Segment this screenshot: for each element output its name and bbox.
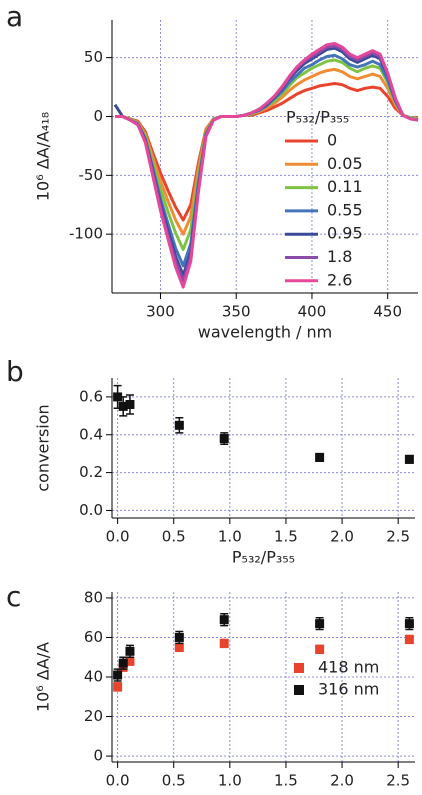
legend-title: P₅₃₂/P₃₅₅ xyxy=(286,108,349,127)
marker xyxy=(125,646,135,656)
legend-label: 0.05 xyxy=(327,154,363,173)
marker xyxy=(118,658,128,668)
x-axis-title: P₅₃₂/P₃₅₅ xyxy=(232,548,295,567)
marker xyxy=(113,670,123,680)
legend-label: 316 nm xyxy=(318,680,379,699)
legend-label: 0 xyxy=(327,131,337,150)
y-tick-label: 40 xyxy=(84,668,103,686)
x-tick-label: 1.5 xyxy=(274,528,298,546)
marker xyxy=(404,619,414,629)
y-tick-label: -50 xyxy=(79,166,104,184)
x-tick-label: 0.0 xyxy=(106,528,130,546)
marker xyxy=(125,399,135,409)
legend-label: 0.11 xyxy=(327,177,363,196)
x-tick-label: 2.5 xyxy=(386,528,410,546)
y-axis-title: 10⁶ ΔA/A₄₁₈ xyxy=(34,112,53,201)
x-tick-label: 0.5 xyxy=(162,772,186,790)
marker xyxy=(174,420,184,430)
y-tick-label: 0 xyxy=(93,747,103,765)
y-tick-label: 60 xyxy=(84,628,103,646)
legend-label: 418 nm xyxy=(318,658,379,677)
x-tick-label: 400 xyxy=(298,303,327,321)
legend-label: 1.8 xyxy=(327,247,352,266)
x-tick-label: 300 xyxy=(146,303,175,321)
x-axis-title: wavelength / nm xyxy=(198,323,333,342)
marker xyxy=(219,434,229,444)
panel-label: a xyxy=(6,0,23,33)
legend-swatch xyxy=(294,685,304,695)
y-tick-label: 0.0 xyxy=(79,501,103,519)
legend-swatch xyxy=(294,663,304,673)
x-tick-label: 0.5 xyxy=(162,528,186,546)
y-axis-title: 10⁶ ΔA/A xyxy=(34,642,53,712)
legend-label: 0.55 xyxy=(327,200,363,219)
x-tick-label: 1.0 xyxy=(218,772,242,790)
marker xyxy=(219,638,229,648)
y-tick-label: 0.2 xyxy=(79,463,103,481)
data-line xyxy=(115,42,419,289)
marker xyxy=(315,452,325,462)
y-tick-label: -100 xyxy=(69,225,103,243)
legend-label: 2.6 xyxy=(327,270,352,289)
x-tick-label: 2.5 xyxy=(386,772,410,790)
marker xyxy=(174,632,184,642)
y-tick-label: 0 xyxy=(93,107,103,125)
x-tick-label: 1.0 xyxy=(218,528,242,546)
y-tick-label: 0.6 xyxy=(79,387,103,405)
data-line xyxy=(115,67,419,236)
y-tick-label: 50 xyxy=(84,48,103,66)
marker xyxy=(125,656,135,666)
marker xyxy=(315,644,325,654)
marker xyxy=(174,642,184,652)
y-tick-label: 0.4 xyxy=(79,425,103,443)
data-line xyxy=(115,82,418,222)
marker xyxy=(315,619,325,629)
panel-label: c xyxy=(6,580,21,613)
x-tick-label: 1.5 xyxy=(274,772,298,790)
x-tick-label: 2.0 xyxy=(330,528,354,546)
legend-label: 0.95 xyxy=(327,224,363,243)
marker xyxy=(118,401,128,411)
y-axis-title: conversion xyxy=(34,404,53,491)
x-tick-label: 450 xyxy=(373,303,402,321)
x-tick-label: 2.0 xyxy=(330,772,354,790)
marker xyxy=(219,615,229,625)
y-tick-label: 20 xyxy=(84,707,103,725)
y-tick-label: 80 xyxy=(84,588,103,606)
x-tick-label: 350 xyxy=(222,303,251,321)
marker xyxy=(113,682,123,692)
panel-label: b xyxy=(6,355,24,388)
x-tick-label: 0.0 xyxy=(106,772,130,790)
marker xyxy=(404,634,414,644)
marker xyxy=(404,454,414,464)
x-axis-title: P₅₃₂/P₃₅₅ xyxy=(232,792,295,795)
marker xyxy=(113,392,123,402)
